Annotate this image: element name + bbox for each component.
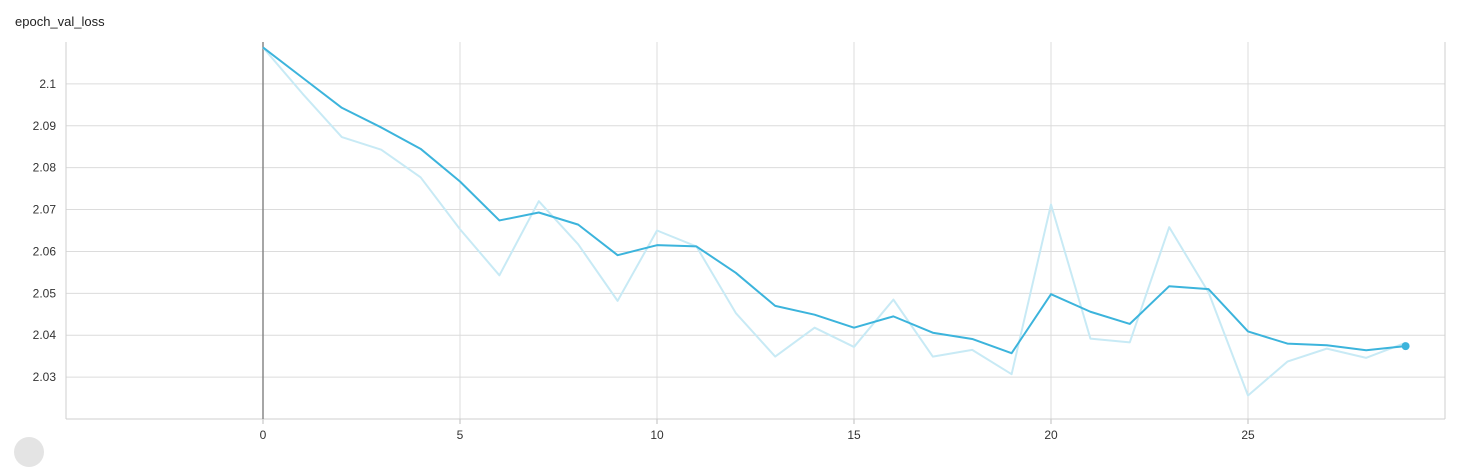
x-tick-label: 25 (1241, 428, 1255, 442)
raw-series-line (262, 46, 1406, 397)
x-tick-label: 10 (650, 428, 664, 442)
x-tick-label: 20 (1044, 428, 1058, 442)
x-tick-label: 15 (847, 428, 861, 442)
corner-badge[interactable] (14, 437, 44, 467)
x-tick-label: 0 (260, 428, 267, 442)
line-chart: 2.03 2.04 2.05 2.06 2.07 2.08 2.09 2.1 0 5 10 15 20 2… (33, 42, 1446, 442)
smoothed-series-line (262, 46, 1406, 355)
y-tick-label: 2.09 (33, 119, 57, 133)
y-tick-label: 2.03 (33, 370, 57, 384)
axes (65, 42, 1446, 424)
y-tick-label: 2.1 (39, 77, 56, 91)
y-tick-label: 2.07 (33, 203, 57, 217)
series (262, 46, 1410, 397)
y-tick-label: 2.08 (33, 161, 57, 175)
y-tick-label: 2.05 (33, 286, 57, 300)
y-tick-label: 2.04 (33, 328, 57, 342)
y-tick-label: 2.06 (33, 244, 57, 258)
tick-labels: 2.03 2.04 2.05 2.06 2.07 2.08 2.09 2.1 0 5 10 15 20 2… (33, 77, 1255, 442)
grid (66, 42, 1445, 419)
chart-title: epoch_val_loss (15, 14, 105, 29)
last-point-marker[interactable] (1401, 342, 1410, 351)
x-tick-label: 5 (457, 428, 464, 442)
